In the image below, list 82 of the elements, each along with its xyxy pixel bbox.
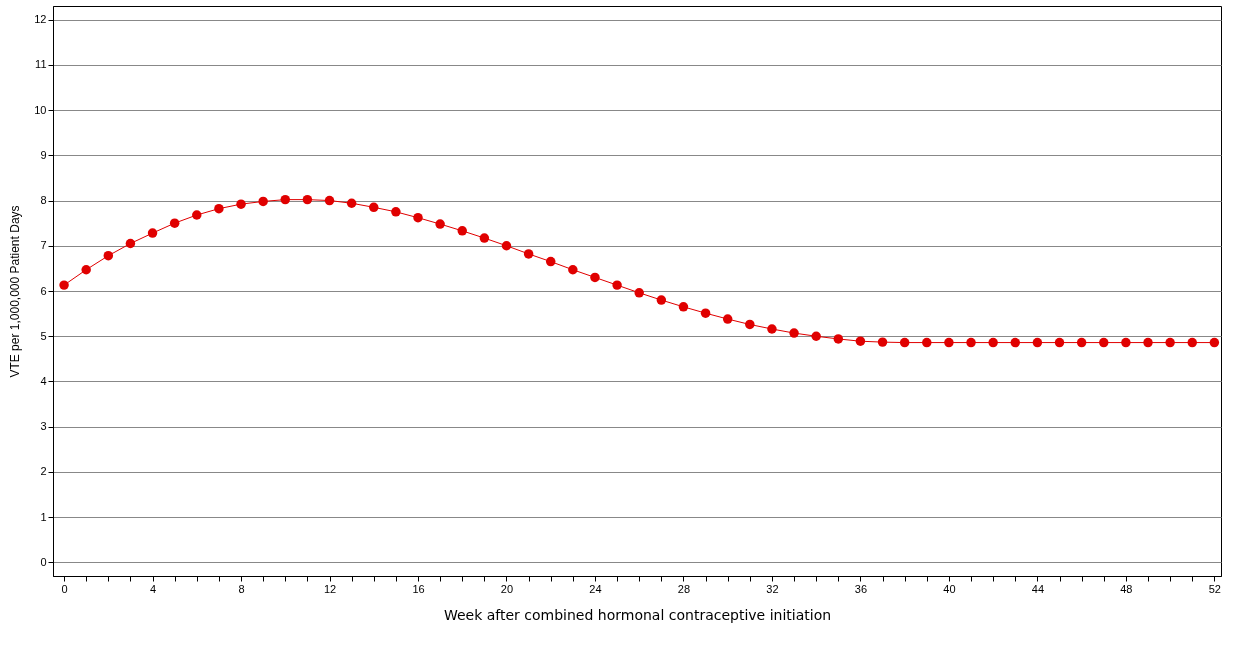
point bbox=[1076, 337, 1087, 348]
point bbox=[81, 265, 91, 275]
point bbox=[192, 210, 202, 220]
point bbox=[877, 337, 888, 347]
y-tick-label: 2 bbox=[40, 465, 47, 478]
x-tick-label: 52 bbox=[1208, 582, 1221, 595]
point bbox=[147, 228, 158, 238]
point bbox=[435, 219, 445, 229]
point bbox=[722, 314, 733, 324]
point bbox=[789, 328, 799, 338]
y-tick-label: 9 bbox=[40, 148, 47, 161]
point bbox=[988, 337, 998, 348]
point bbox=[634, 288, 644, 298]
y-tick-label: 11 bbox=[35, 58, 47, 71]
point bbox=[745, 319, 755, 330]
point bbox=[1187, 337, 1197, 348]
x-tick-label: 0 bbox=[61, 582, 68, 595]
point bbox=[413, 212, 423, 223]
point bbox=[280, 194, 291, 205]
point bbox=[346, 198, 357, 208]
point bbox=[678, 302, 689, 312]
point bbox=[1099, 337, 1109, 348]
point bbox=[324, 195, 335, 206]
point bbox=[1209, 337, 1220, 348]
y-tick-label: 0 bbox=[40, 555, 47, 568]
y-tick-label: 5 bbox=[40, 329, 47, 342]
point bbox=[899, 337, 910, 348]
point bbox=[125, 238, 136, 249]
point bbox=[545, 256, 556, 267]
point bbox=[568, 265, 578, 275]
x-tick-label: 4 bbox=[149, 582, 157, 595]
point bbox=[700, 308, 711, 318]
point bbox=[612, 280, 622, 290]
point bbox=[1121, 337, 1131, 348]
point bbox=[501, 241, 512, 251]
point bbox=[391, 207, 401, 217]
point bbox=[1032, 337, 1043, 348]
y-tick-label: 3 bbox=[40, 420, 47, 433]
y-tick-label: 6 bbox=[40, 284, 47, 297]
x-axis-title: Week after combined hormonal contraceptive initiation bbox=[443, 606, 832, 623]
x-tick-label: 12 bbox=[323, 582, 337, 595]
point bbox=[1165, 337, 1175, 348]
point bbox=[523, 249, 534, 259]
x-tick-label: 48 bbox=[1120, 582, 1133, 595]
point bbox=[922, 337, 932, 348]
point bbox=[103, 250, 114, 261]
point bbox=[258, 196, 268, 207]
point bbox=[966, 337, 976, 348]
point bbox=[457, 226, 467, 236]
x-tick-label: 28 bbox=[677, 582, 691, 595]
point bbox=[833, 334, 844, 344]
point bbox=[1054, 337, 1065, 348]
point bbox=[1010, 337, 1021, 348]
point bbox=[169, 218, 180, 228]
y-tick-label: 4 bbox=[40, 374, 47, 387]
point bbox=[944, 337, 954, 348]
y-tick-label: 10 bbox=[34, 103, 47, 116]
point bbox=[656, 295, 667, 305]
x-tick-label: 32 bbox=[766, 582, 779, 595]
y-axis-title: VTE per 1,000,000 Patient Days bbox=[8, 205, 23, 378]
y-tick-label: 12 bbox=[34, 13, 47, 26]
y-tick-label: 7 bbox=[40, 239, 47, 252]
point bbox=[767, 324, 777, 334]
point bbox=[855, 336, 866, 346]
point bbox=[479, 233, 490, 243]
y-tick-label: 1 bbox=[40, 510, 47, 523]
x-tick-label: 16 bbox=[412, 582, 425, 595]
point bbox=[302, 194, 313, 205]
x-tick-label: 44 bbox=[1031, 582, 1045, 595]
x-tick-label: 40 bbox=[943, 582, 956, 595]
point bbox=[236, 199, 246, 209]
point bbox=[369, 202, 379, 213]
x-tick-label: 8 bbox=[238, 582, 245, 595]
x-tick-label: 24 bbox=[589, 582, 602, 595]
point bbox=[1143, 337, 1153, 348]
x-tick-label: 20 bbox=[500, 582, 514, 595]
point bbox=[590, 272, 600, 283]
y-tick-label: 8 bbox=[40, 194, 47, 207]
point bbox=[214, 203, 224, 214]
point bbox=[811, 331, 821, 341]
x-tick-label: 36 bbox=[854, 582, 868, 595]
point bbox=[59, 280, 69, 290]
